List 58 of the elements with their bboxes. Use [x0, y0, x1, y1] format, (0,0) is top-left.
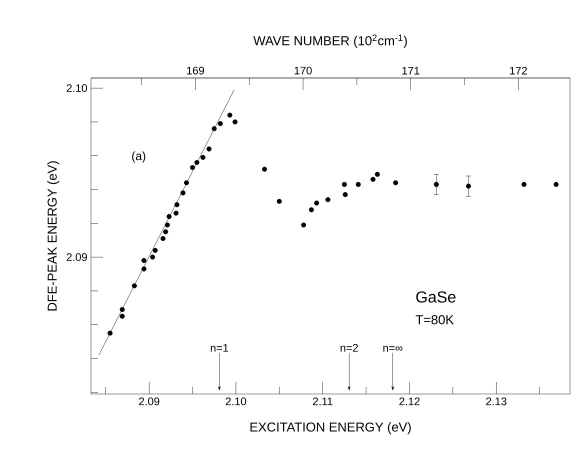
point — [160, 236, 166, 242]
point — [522, 182, 527, 187]
x-tick-label: 2.11 — [312, 398, 332, 406]
point — [374, 172, 380, 177]
point — [120, 314, 125, 319]
point — [308, 207, 314, 212]
annotation: n=1 — [210, 344, 228, 352]
x2-axis-title: WAVE NUMBER (10$^{2}$cm$^{-1}$) — [253, 34, 407, 48]
annotation: GaSe — [416, 291, 456, 303]
y-axis-title: DFE-PEAK ENERGY (eV) — [47, 161, 60, 310]
point — [218, 121, 223, 126]
point — [194, 160, 200, 165]
annotation: (a) — [132, 151, 146, 163]
point — [164, 222, 170, 228]
point — [174, 210, 179, 216]
point — [150, 254, 156, 260]
point — [314, 200, 320, 206]
point — [180, 190, 186, 196]
point — [184, 180, 189, 186]
x2-tick-label: 171 — [402, 66, 420, 74]
x2-tick-label: 172 — [510, 66, 527, 74]
annotation: n=2 — [340, 344, 358, 352]
annotation: n=∞ — [383, 346, 402, 352]
point — [276, 198, 282, 204]
point — [232, 119, 238, 124]
point — [166, 214, 172, 220]
point — [200, 154, 206, 160]
point — [152, 248, 158, 253]
point — [393, 180, 398, 186]
point — [227, 112, 232, 118]
point — [434, 182, 439, 187]
point — [174, 202, 180, 208]
x2-tick-label: 169 — [187, 66, 204, 74]
point — [370, 176, 376, 182]
point — [262, 166, 268, 172]
point — [342, 192, 348, 198]
point — [190, 165, 196, 170]
x-axis-title: EXCITATION ENERGY (eV) — [250, 422, 411, 434]
x-tick-label: 2.13 — [486, 398, 506, 406]
point — [212, 126, 217, 132]
point — [120, 307, 125, 312]
point — [342, 182, 347, 187]
point — [206, 146, 212, 152]
point — [132, 283, 137, 288]
point — [554, 182, 559, 187]
annotation: T=80K — [416, 315, 454, 324]
x-tick-label: 2.12 — [399, 398, 420, 406]
point — [356, 182, 361, 187]
x-tick-label: 2.10 — [226, 398, 246, 406]
point — [325, 197, 330, 202]
point — [301, 222, 306, 228]
point — [466, 184, 471, 189]
point — [163, 229, 168, 234]
point — [108, 330, 113, 336]
x-tick-label: 2.09 — [139, 398, 160, 406]
x2-tick-label: 170 — [294, 66, 312, 74]
point — [141, 266, 146, 272]
point — [141, 258, 146, 263]
